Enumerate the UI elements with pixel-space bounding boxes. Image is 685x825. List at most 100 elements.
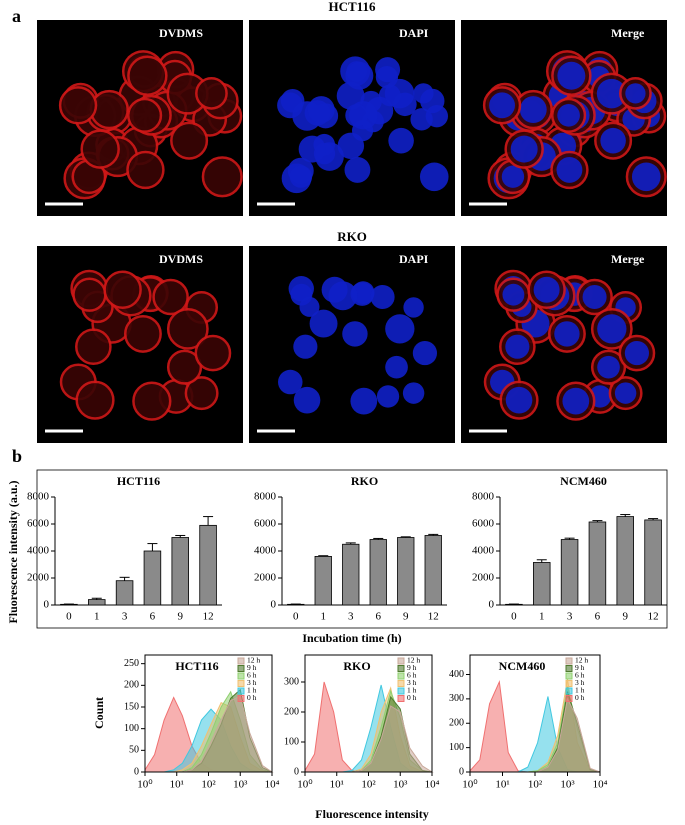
nucleus bbox=[298, 135, 326, 163]
y-tick-label: 0 bbox=[271, 599, 277, 611]
nucleus bbox=[489, 92, 515, 119]
y-tick-label: 4000 bbox=[472, 545, 495, 557]
y-tick-label: 2000 bbox=[27, 572, 50, 584]
bar bbox=[424, 535, 442, 606]
cell-membrane bbox=[166, 307, 209, 350]
nucleus bbox=[350, 387, 378, 415]
x-tick-label: 6 bbox=[595, 611, 601, 623]
legend-label: 3 h bbox=[247, 678, 257, 687]
x-tick-label: 10³ bbox=[233, 779, 248, 791]
y-tick-label: 0 bbox=[134, 766, 139, 777]
nucleus bbox=[501, 165, 525, 188]
y-tick-label: 0 bbox=[294, 766, 299, 777]
bar bbox=[533, 562, 551, 606]
nucleus bbox=[562, 387, 590, 415]
bar-frame bbox=[36, 469, 668, 629]
cell-membrane bbox=[75, 380, 115, 420]
bar bbox=[644, 519, 662, 606]
nucleus bbox=[519, 96, 547, 124]
x-tick-label: 10⁰ bbox=[297, 779, 313, 791]
x-tick-label: 6 bbox=[376, 611, 382, 623]
x-tick-label: 6 bbox=[150, 611, 156, 623]
legend-swatch bbox=[397, 695, 405, 702]
cell-membrane bbox=[127, 55, 168, 96]
x-tick-label: 10⁴ bbox=[593, 779, 608, 791]
legend-label: 9 h bbox=[407, 663, 417, 672]
legend-swatch bbox=[237, 672, 245, 680]
x-tick-label: 0 bbox=[66, 611, 72, 623]
y-tick-label: 2000 bbox=[254, 572, 277, 584]
nucleus bbox=[278, 369, 303, 395]
nucleus bbox=[289, 165, 313, 188]
x-tick-label: 10⁴ bbox=[425, 779, 440, 791]
nucleus bbox=[631, 162, 661, 192]
y-tick-label: 6000 bbox=[27, 518, 50, 530]
bar bbox=[560, 539, 579, 606]
x-tick-label: 10⁰ bbox=[137, 779, 153, 791]
nucleus bbox=[557, 104, 580, 127]
x-tick-label: 1 bbox=[94, 611, 100, 623]
nucleus bbox=[384, 78, 415, 109]
y-tick-label: 2000 bbox=[472, 572, 495, 584]
nucleus bbox=[419, 162, 449, 192]
chart-title: NCM460 bbox=[560, 474, 607, 488]
legend-label: 1 h bbox=[247, 686, 257, 695]
legend-label: 6 h bbox=[575, 671, 585, 680]
legend-label: 6 h bbox=[247, 671, 257, 680]
nucleus bbox=[290, 283, 313, 306]
legend-label: 9 h bbox=[575, 663, 585, 672]
y-tick-label: 8000 bbox=[27, 491, 50, 503]
cell-membrane bbox=[123, 314, 162, 353]
nucleus bbox=[321, 276, 348, 303]
nucleus bbox=[370, 284, 395, 309]
x-tick-label: 12 bbox=[648, 611, 659, 623]
cell-membrane bbox=[132, 381, 172, 421]
legend-swatch bbox=[397, 672, 405, 680]
bar bbox=[314, 556, 332, 606]
legend-swatch bbox=[237, 665, 245, 672]
cell-membrane bbox=[195, 76, 228, 110]
x-tick-label: 9 bbox=[178, 611, 184, 623]
image-label: Merge bbox=[611, 252, 645, 266]
image-label: Merge bbox=[611, 26, 645, 40]
cell-membrane bbox=[152, 278, 189, 316]
nucleus bbox=[624, 340, 650, 366]
cell-membrane bbox=[72, 277, 107, 312]
y-tick-label: 300 bbox=[449, 693, 464, 704]
y-tick-label: 8000 bbox=[472, 491, 495, 503]
legend-swatch bbox=[565, 680, 573, 687]
image-label: DAPI bbox=[399, 26, 429, 40]
legend-swatch bbox=[565, 672, 573, 680]
y-tick-label: 6000 bbox=[472, 518, 495, 530]
y-tick-label: 250 bbox=[124, 658, 139, 669]
y-tick-label: 4000 bbox=[254, 545, 277, 557]
x-tick-label: 10³ bbox=[560, 779, 575, 791]
x-tick-label: 12 bbox=[203, 611, 214, 623]
nucleus bbox=[505, 334, 530, 359]
image-label: DVDMS bbox=[159, 26, 203, 40]
cell-membrane bbox=[166, 349, 203, 385]
nucleus bbox=[412, 340, 438, 366]
y-tick-label: 100 bbox=[124, 723, 139, 734]
nucleus bbox=[293, 334, 318, 359]
cell-membrane bbox=[58, 86, 98, 125]
nucleus bbox=[293, 386, 321, 414]
x-tick-label: 3 bbox=[348, 611, 354, 623]
nucleus bbox=[385, 314, 415, 344]
legend-swatch bbox=[237, 680, 245, 687]
y-tick-label: 50 bbox=[129, 745, 139, 756]
cell-membrane bbox=[126, 150, 165, 190]
bar bbox=[588, 521, 607, 606]
y-tick-label: 100 bbox=[449, 742, 464, 753]
y-tick-label: 8000 bbox=[254, 491, 277, 503]
bar bbox=[171, 537, 189, 606]
y-tick-label: 100 bbox=[284, 736, 299, 747]
nucleus bbox=[614, 382, 637, 404]
group-title: HCT116 bbox=[329, 0, 376, 14]
legend-swatch bbox=[397, 665, 405, 672]
cell-membrane bbox=[194, 334, 232, 372]
y-tick-label: 200 bbox=[449, 718, 464, 729]
nucleus bbox=[413, 83, 434, 104]
nucleus bbox=[597, 355, 620, 379]
